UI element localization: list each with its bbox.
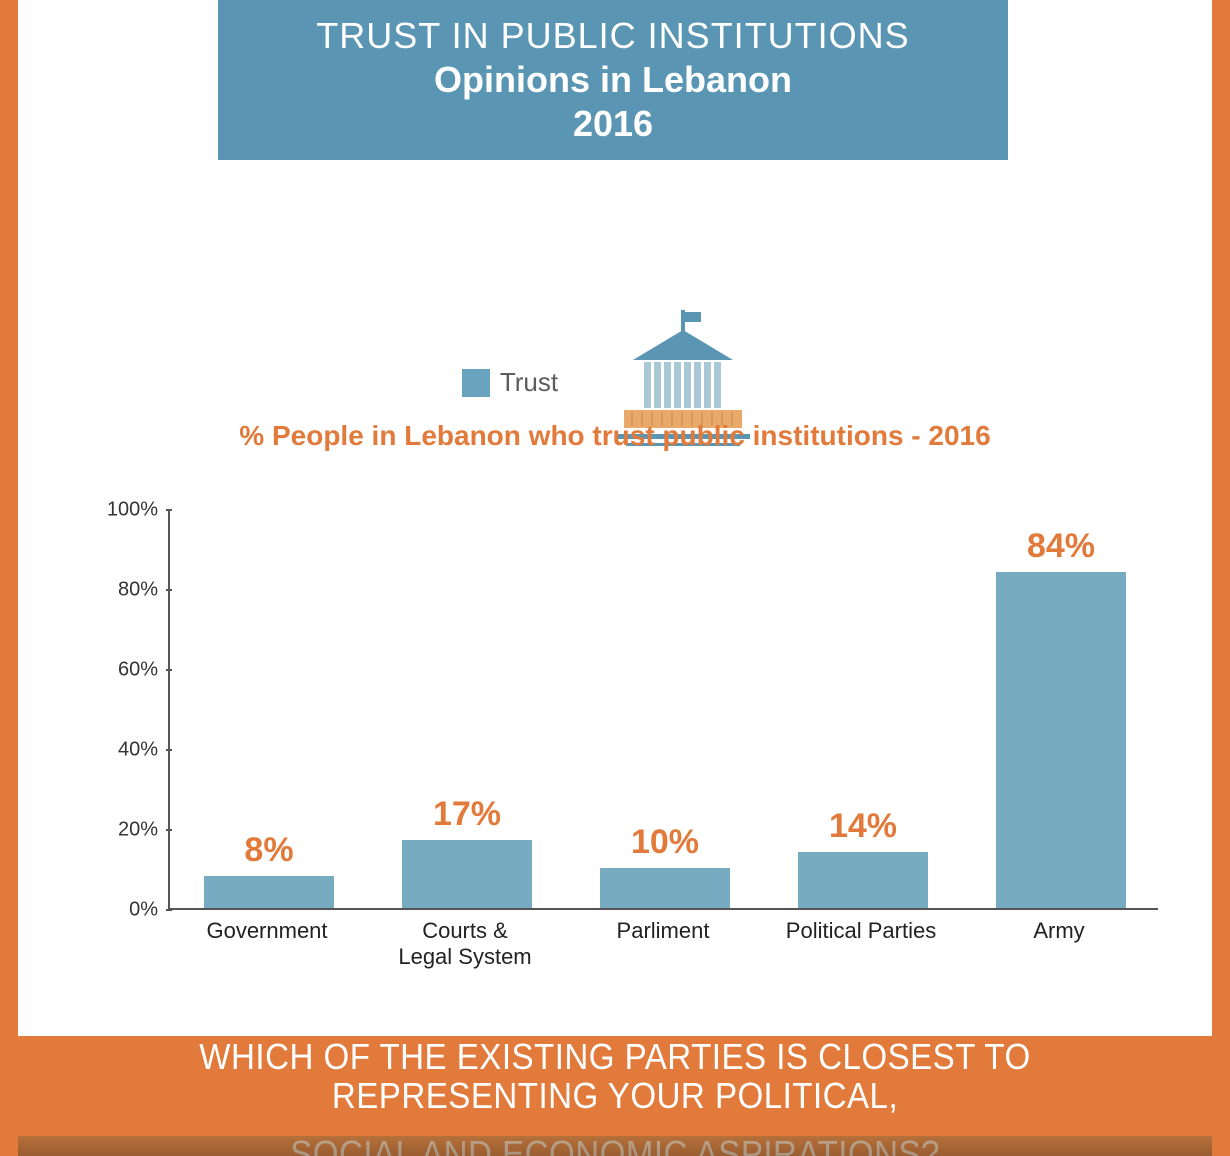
y-tick-mark [166, 509, 172, 511]
y-tick-mark [166, 909, 172, 911]
x-category-label: Parliment [563, 918, 763, 944]
infographic-frame: TRUST IN PUBLIC INSTITUTIONS Opinions in… [0, 0, 1230, 1156]
x-category-label: Army [959, 918, 1159, 944]
x-category-label: Political Parties [761, 918, 961, 944]
plot-area: 8%17%10%14% 84% [168, 510, 1158, 910]
bar-4 [996, 572, 1126, 908]
x-category-label: Government [167, 918, 367, 944]
bar-2 [600, 868, 730, 908]
chart-title: % People in Lebanon who trust public ins… [18, 420, 1212, 452]
footer-line1: WHICH OF THE EXISTING PARTIES IS CLOSEST… [66, 1037, 1164, 1116]
bar-0 [204, 876, 334, 908]
x-category-label: Courts &Legal System [365, 918, 565, 970]
bar-rect [600, 868, 730, 908]
header-band: TRUST IN PUBLIC INSTITUTIONS Opinions in… [218, 0, 1008, 160]
header-line2: Opinions in Lebanon [434, 59, 792, 101]
legend-swatch [462, 369, 490, 397]
y-tick-label: 100% [88, 499, 158, 522]
header-line3: 2016 [573, 103, 653, 145]
bar-value-label: 10% [565, 823, 765, 862]
legend-label: Trust [500, 367, 558, 398]
header-line1: TRUST IN PUBLIC INSTITUTIONS [316, 15, 909, 57]
footer-question-band: WHICH OF THE EXISTING PARTIES IS CLOSEST… [18, 1036, 1212, 1156]
legend-item-trust: Trust [462, 367, 558, 398]
bar-1 [402, 840, 532, 908]
trust-bar-chart: 8%17%10%14%84% GovernmentCourts &Legal S… [88, 490, 1168, 960]
y-tick-mark [166, 589, 172, 591]
bar-value-label: 17% [367, 795, 567, 834]
bar-value-label: 84% [961, 527, 1161, 566]
bar-rect [402, 840, 532, 908]
y-tick-mark [166, 749, 172, 751]
y-tick-mark [166, 829, 172, 831]
bar-rect [798, 852, 928, 908]
bar-value-label: 8% [169, 831, 369, 870]
footer-texture [18, 1136, 1212, 1156]
y-tick-label: 60% [88, 659, 158, 682]
bar-rect [996, 572, 1126, 908]
y-tick-label: 20% [88, 819, 158, 842]
y-tick-mark [166, 669, 172, 671]
y-tick-label: 0% [88, 899, 158, 922]
bar-rect [204, 876, 334, 908]
bar-value-label: 14% [763, 807, 963, 846]
bar-3 [798, 852, 928, 908]
y-tick-label: 80% [88, 579, 158, 602]
y-tick-label: 40% [88, 739, 158, 762]
